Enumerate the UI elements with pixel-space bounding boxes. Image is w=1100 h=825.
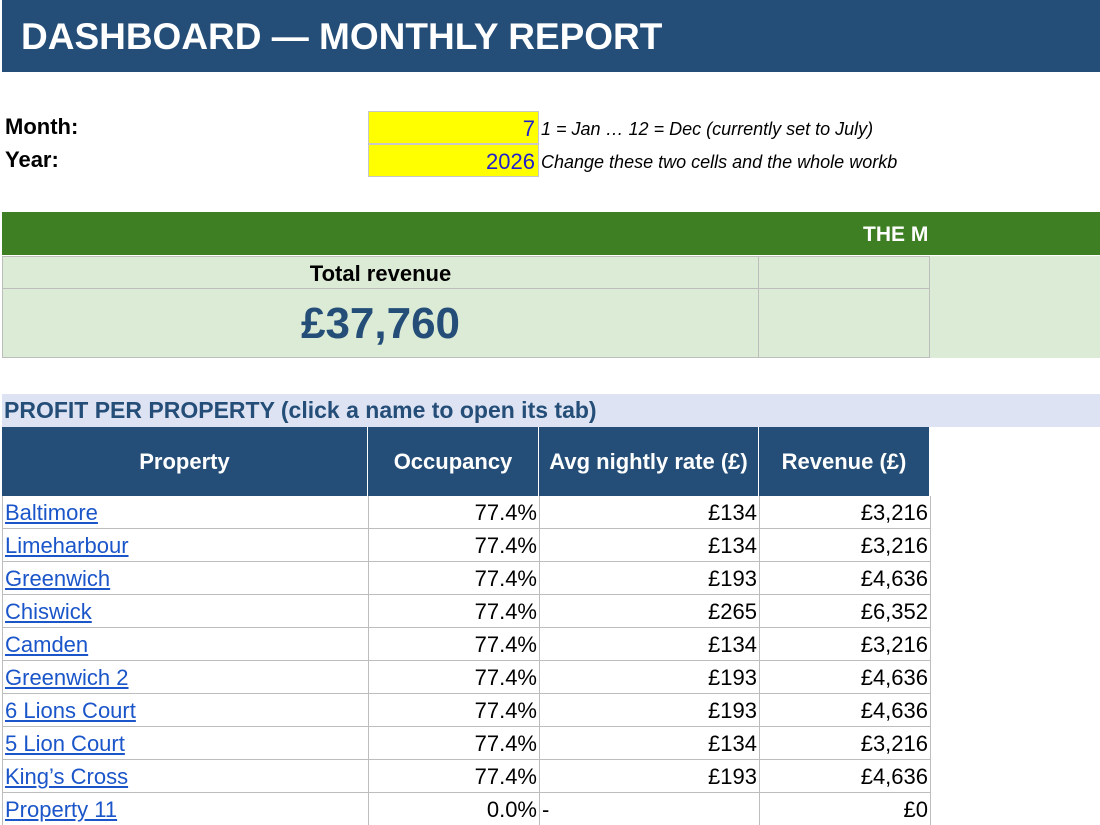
table-cell: Property 11 — [2, 793, 369, 825]
table-cell: £4,636 — [759, 760, 931, 793]
table-cell: 77.4% — [368, 562, 540, 595]
table-cell: £6,352 — [759, 595, 931, 628]
table-cell: £193 — [539, 760, 760, 793]
table-cell: Baltimore — [2, 496, 369, 529]
section-title: PROFIT PER PROPERTY (click a name to ope… — [2, 394, 1100, 427]
table-cell: 6 Lions Court — [2, 694, 369, 727]
input-label: Year: — [5, 147, 59, 172]
table-cell: 77.4% — [368, 661, 540, 694]
kpi-cell — [758, 288, 930, 358]
table-cell: £0 — [759, 793, 931, 825]
table-cell: £3,216 — [759, 529, 931, 562]
table-cell: £193 — [539, 694, 760, 727]
column-header: Avg nightly rate (£) — [539, 427, 759, 496]
input-cell[interactable]: 7 — [368, 111, 539, 144]
property-link[interactable]: Chiswick — [5, 599, 92, 624]
table-cell: £134 — [539, 496, 760, 529]
column-header: Property — [2, 427, 368, 496]
table-cell: £134 — [539, 727, 760, 760]
table-cell: £134 — [539, 628, 760, 661]
input-cell[interactable]: 2026 — [368, 144, 539, 177]
banner-fill — [930, 212, 1100, 255]
input-label: Month: — [5, 114, 79, 139]
property-link[interactable]: Property 11 — [5, 797, 118, 822]
property-link[interactable]: 5 Lion Court — [5, 731, 125, 756]
property-link[interactable]: King’s Cross — [5, 764, 129, 789]
table-cell: 77.4% — [368, 694, 540, 727]
table-cell: 77.4% — [368, 496, 540, 529]
property-link[interactable]: Camden — [5, 632, 89, 657]
table-cell: 77.4% — [368, 760, 540, 793]
table-cell: £4,636 — [759, 694, 931, 727]
table-cell: 77.4% — [368, 595, 540, 628]
title-bar: DASHBOARD — MONTHLY REPORT — [2, 0, 1100, 72]
table-cell: 77.4% — [368, 529, 540, 562]
table-cell: Limeharbour — [2, 529, 369, 562]
table-cell: £193 — [539, 562, 760, 595]
table-cell: Greenwich 2 — [2, 661, 369, 694]
table-cell: £4,636 — [759, 661, 931, 694]
input-note: 1 = Jan … 12 = Dec (currently set to Jul… — [541, 119, 874, 139]
table-cell: £265 — [539, 595, 760, 628]
property-link[interactable]: Greenwich 2 — [5, 665, 129, 690]
summary-area — [2, 256, 1100, 358]
table-cell: Camden — [2, 628, 369, 661]
table-cell: King’s Cross — [2, 760, 369, 793]
table-cell: 5 Lion Court — [2, 727, 369, 760]
kpi-value: £37,760 — [2, 288, 759, 358]
kpi-cell — [758, 256, 930, 289]
table-cell: Greenwich — [2, 562, 369, 595]
table-cell: Chiswick — [2, 595, 369, 628]
table-cell: £3,216 — [759, 628, 931, 661]
column-header: Revenue (£) — [759, 427, 930, 496]
table-cell: £193 — [539, 661, 760, 694]
table-cell: £4,636 — [759, 562, 931, 595]
property-link[interactable]: Greenwich — [5, 566, 111, 591]
kpi-label: Total revenue — [2, 256, 759, 289]
property-link[interactable]: 6 Lions Court — [5, 698, 136, 723]
table-cell: - — [539, 793, 760, 825]
table-cell: £134 — [539, 529, 760, 562]
table-cell: 0.0% — [368, 793, 540, 825]
column-header: Occupancy — [368, 427, 539, 496]
property-link[interactable]: Baltimore — [5, 500, 98, 525]
input-note: Change these two cells and the whole wor… — [541, 152, 898, 172]
table-cell: 77.4% — [368, 727, 540, 760]
summary-banner: THE M — [2, 212, 930, 255]
property-link[interactable]: Limeharbour — [5, 533, 129, 558]
table-cell: £3,216 — [759, 496, 931, 529]
table-cell: 77.4% — [368, 628, 540, 661]
table-cell: £3,216 — [759, 727, 931, 760]
